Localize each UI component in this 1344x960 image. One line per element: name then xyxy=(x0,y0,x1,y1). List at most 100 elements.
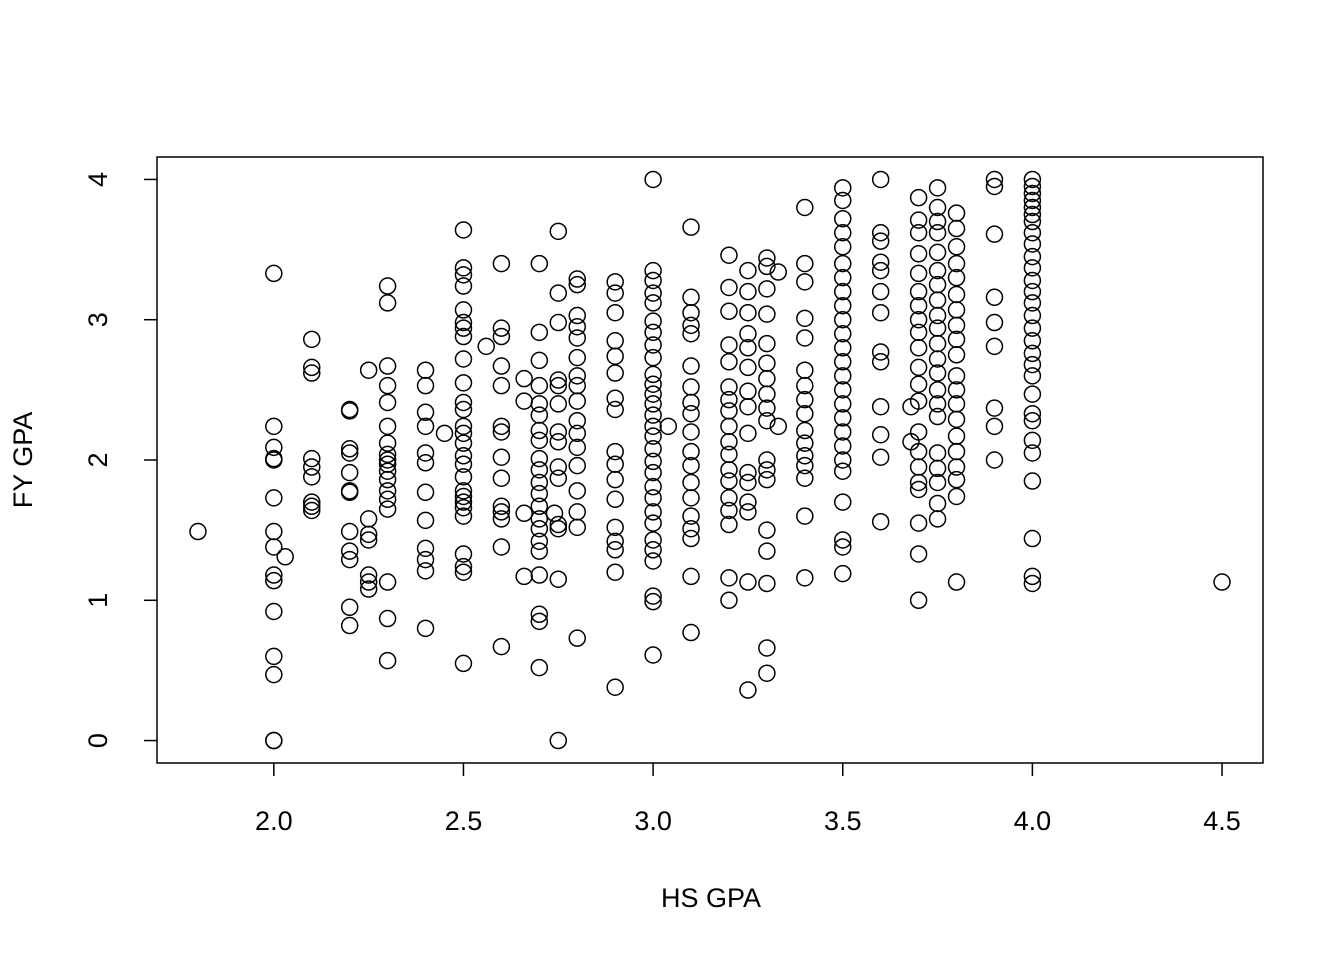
point xyxy=(834,339,852,357)
point xyxy=(947,346,966,364)
point xyxy=(340,522,359,541)
point xyxy=(530,351,549,370)
point xyxy=(378,393,397,412)
point xyxy=(492,376,511,395)
point xyxy=(265,665,283,684)
point xyxy=(758,664,776,682)
point xyxy=(454,507,473,525)
point xyxy=(928,261,947,280)
point xyxy=(549,458,568,476)
point xyxy=(189,522,207,541)
point xyxy=(568,503,586,521)
point xyxy=(796,198,814,217)
point xyxy=(530,473,549,492)
point xyxy=(682,529,700,548)
point xyxy=(796,469,814,487)
point xyxy=(659,417,678,436)
point xyxy=(947,268,966,287)
point xyxy=(682,378,700,396)
point xyxy=(682,456,700,475)
point xyxy=(492,423,511,441)
point xyxy=(265,264,283,283)
point xyxy=(739,261,757,280)
point xyxy=(909,296,928,315)
point xyxy=(302,330,321,349)
point xyxy=(276,548,294,566)
point xyxy=(492,327,511,346)
point xyxy=(758,521,776,539)
point xyxy=(928,364,947,382)
point xyxy=(796,421,814,440)
point xyxy=(416,562,435,580)
point xyxy=(454,482,473,500)
point xyxy=(492,357,511,375)
point xyxy=(947,301,966,319)
point xyxy=(739,339,757,357)
point xyxy=(1023,404,1042,423)
point xyxy=(644,531,662,549)
point xyxy=(928,198,947,217)
point xyxy=(834,493,852,511)
point xyxy=(606,563,624,581)
point xyxy=(871,343,890,361)
point xyxy=(530,484,549,503)
point xyxy=(834,238,852,256)
point xyxy=(568,306,586,325)
point xyxy=(682,567,700,586)
point xyxy=(928,212,947,231)
point xyxy=(682,325,700,343)
point xyxy=(378,445,397,464)
point xyxy=(568,270,586,288)
point xyxy=(871,224,890,242)
point xyxy=(568,518,586,537)
point xyxy=(909,245,928,263)
point xyxy=(985,451,1004,469)
point xyxy=(928,473,947,492)
point xyxy=(606,442,624,461)
point xyxy=(1023,319,1042,337)
point xyxy=(758,411,776,430)
point xyxy=(549,469,568,487)
point xyxy=(834,437,852,455)
point xyxy=(549,376,568,395)
point xyxy=(454,468,473,486)
point xyxy=(340,444,359,462)
point xyxy=(739,424,757,443)
point xyxy=(492,254,511,273)
point xyxy=(871,512,890,531)
point xyxy=(378,490,397,509)
point xyxy=(568,329,586,347)
point xyxy=(265,522,283,541)
point xyxy=(909,282,928,301)
point xyxy=(644,336,662,354)
point xyxy=(606,332,624,350)
point xyxy=(530,497,549,516)
point xyxy=(1213,573,1231,591)
point xyxy=(871,397,890,416)
point xyxy=(909,480,928,499)
point xyxy=(834,395,852,413)
point xyxy=(758,574,776,593)
point xyxy=(454,319,473,337)
point xyxy=(606,273,624,291)
point xyxy=(1023,355,1042,374)
point xyxy=(265,417,283,436)
point xyxy=(985,177,1004,196)
point xyxy=(947,367,966,385)
point xyxy=(834,367,852,385)
point xyxy=(454,221,473,239)
point xyxy=(947,470,966,489)
point xyxy=(739,397,757,416)
point xyxy=(492,497,511,516)
point xyxy=(606,532,624,551)
point xyxy=(1023,184,1042,203)
point xyxy=(606,455,624,473)
x-tick-label: 3.0 xyxy=(634,806,672,836)
point xyxy=(416,454,435,472)
point xyxy=(739,325,757,343)
point xyxy=(682,473,700,492)
point xyxy=(928,381,947,399)
point xyxy=(340,440,359,458)
point xyxy=(720,472,738,490)
